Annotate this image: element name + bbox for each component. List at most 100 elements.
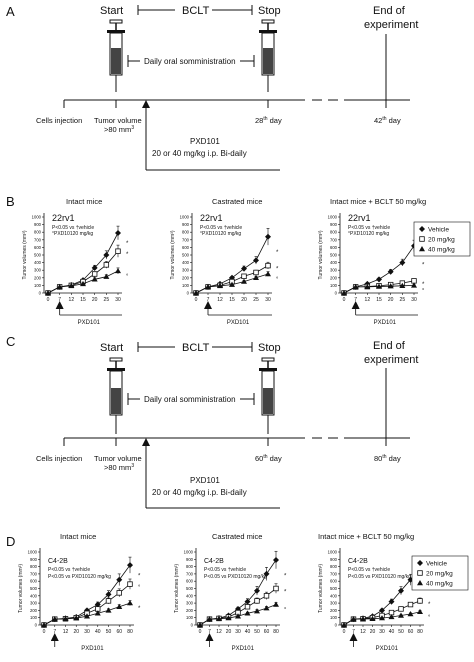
vehicle-point — [273, 557, 279, 564]
x-tick-label: 40 — [95, 629, 101, 635]
vehicle-point — [398, 587, 404, 594]
x-tick-label: 7 — [207, 297, 210, 303]
dose40-point — [352, 283, 359, 290]
x-tick-label: 80 — [273, 629, 279, 635]
y-tick-label: 300 — [34, 268, 42, 273]
panel-letter-b: B — [6, 194, 15, 209]
legend-label-40: 40 mg/kg — [426, 581, 453, 588]
y-tick-label: 300 — [330, 268, 338, 273]
x-tick-label: 7 — [58, 297, 61, 303]
y-axis-label: Tumor volumes (mm³) — [22, 230, 28, 279]
vehicle-point — [387, 268, 394, 275]
vehicle-point — [116, 576, 123, 583]
dose40-point — [80, 280, 86, 287]
y-tick-label: 400 — [330, 593, 338, 598]
x-tick-label: 25 — [104, 297, 110, 303]
legend-label-20: 20 mg/kg — [428, 237, 455, 244]
cell-line-label: 22rv1 — [348, 213, 371, 223]
dose20-point — [244, 604, 251, 610]
y-tick-label: 900 — [30, 557, 38, 562]
stat-note: P<0.05 vs †vehicle — [204, 567, 246, 573]
stat-note: P<0.05 vs †vehicle — [348, 225, 390, 231]
y-tick-label: 900 — [182, 222, 190, 227]
stop-day-sup: th — [263, 454, 267, 460]
y-tick-label: 500 — [34, 253, 42, 258]
dose40-point — [127, 600, 133, 606]
dose40-point — [388, 613, 395, 620]
dose40-point — [376, 283, 382, 289]
significance-mark: * — [428, 602, 431, 608]
dose40-point — [115, 267, 121, 274]
dose40-point — [235, 613, 241, 619]
dose20-point — [417, 598, 423, 604]
chart-title: Intact mice — [66, 197, 102, 206]
dose40-point — [197, 622, 203, 628]
dose40-point — [216, 615, 222, 621]
dose20-point — [105, 598, 112, 604]
x-axis-label: PXD101 — [81, 646, 104, 652]
timeline-bclt-label: BCLT — [182, 342, 210, 354]
y-tick-label: 200 — [34, 275, 42, 280]
cells-injection-label: Cells injection — [36, 116, 82, 125]
x-tick-label: 50 — [254, 629, 260, 635]
dose40-point — [116, 603, 123, 609]
dose40-point — [253, 274, 259, 280]
dose40-point — [350, 616, 357, 622]
timeline-bclt-label: BCLT — [182, 5, 210, 17]
y-tick-label: 600 — [182, 245, 190, 250]
y-tick-label: 600 — [330, 245, 338, 250]
x-tick-label: 12 — [217, 297, 223, 303]
tumor-volume-sup: 3 — [131, 463, 134, 469]
significance-mark: * — [126, 252, 129, 258]
dose40-point — [341, 622, 347, 628]
x-tick-label: 30 — [265, 297, 271, 303]
dose20-point — [91, 271, 98, 277]
dose20-point — [254, 598, 260, 604]
significance-mark: * — [138, 606, 141, 612]
stat-note: P<0.05 vs PXD10120 mg/kg — [204, 574, 267, 580]
y-tick-label: 100 — [330, 615, 338, 620]
y-axis-label: Tumor volumes (mm³) — [170, 230, 176, 279]
x-axis-label: PXD101 — [374, 320, 397, 326]
significance-mark: ° — [126, 274, 129, 280]
tumor-volume-label-2: >80 mm3 — [104, 463, 134, 472]
y-tick-label: 800 — [182, 230, 190, 235]
dose40-point — [360, 616, 366, 622]
stat-note: °PXD10120 mg/kg — [52, 231, 93, 237]
end-day-sup: th — [382, 116, 386, 122]
dose40-point — [265, 271, 271, 277]
x-tick-label: 40 — [245, 629, 251, 635]
end-day-label: 80th day — [374, 454, 401, 463]
tumor-chart-5: Castrated mice C4-2B P<0.05 vs †vehicleP<0… — [174, 532, 287, 652]
dose20-point — [103, 262, 110, 268]
x-tick-label: 20 — [241, 297, 247, 303]
syringe-icon — [259, 19, 277, 92]
vehicle-point — [254, 587, 260, 594]
dose40-point — [62, 615, 69, 621]
significance-mark: * — [422, 282, 425, 288]
dose40-point — [91, 276, 98, 282]
significance-mark: * — [126, 241, 129, 247]
chart-title: Castrated mice — [212, 197, 262, 206]
daily-label: Daily oral somministration — [144, 57, 236, 66]
stat-note: P<0.05 vs PXD10120 mg/kg — [348, 574, 411, 580]
dose40-point — [217, 282, 223, 288]
dose40-point — [45, 290, 51, 296]
x-axis-label: PXD101 — [227, 320, 250, 326]
stop-day-label: 60th day — [255, 454, 282, 463]
end-experiment-label-1: End of — [373, 5, 406, 17]
x-tick-label: 20 — [388, 297, 394, 303]
y-tick-label: 300 — [186, 601, 194, 606]
y-tick-label: 700 — [330, 237, 338, 242]
y-tick-label: 600 — [30, 579, 38, 584]
dose40-point — [341, 290, 347, 296]
panel-letter-d: D — [6, 534, 15, 549]
dose20-point — [116, 590, 122, 596]
x-tick-label: 20 — [92, 297, 98, 303]
dose40-point — [51, 616, 58, 622]
dose40-point — [417, 580, 423, 586]
y-tick-label: 600 — [330, 579, 338, 584]
legend-label-40: 40 mg/kg — [428, 247, 455, 254]
y-tick-label: 200 — [182, 275, 190, 280]
chart-legend: Vehicle 20 mg/kg 40 mg/kg — [411, 555, 469, 591]
